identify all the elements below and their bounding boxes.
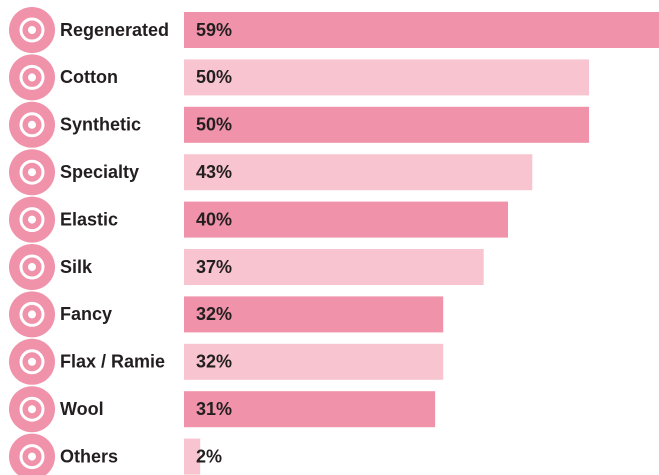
icon-glyph xyxy=(19,207,45,233)
icon xyxy=(9,291,55,338)
icon xyxy=(9,386,55,433)
bar xyxy=(184,106,589,143)
value-label: 43% xyxy=(196,162,232,182)
value-label: 59% xyxy=(196,20,232,40)
value-label: 50% xyxy=(196,115,232,135)
icon-glyph xyxy=(28,168,36,177)
icon-glyph xyxy=(28,405,36,414)
icon xyxy=(9,101,55,148)
category-label: Fancy xyxy=(60,304,112,324)
icon-glyph xyxy=(19,301,45,327)
icon xyxy=(9,433,55,475)
value-label: 50% xyxy=(196,67,232,87)
bar xyxy=(184,391,436,428)
icon-glyph xyxy=(28,310,36,319)
category-label: Flax / Ramie xyxy=(60,352,165,372)
category-label: Others xyxy=(60,446,118,466)
value-label: 40% xyxy=(196,209,232,229)
category-label: Wool xyxy=(60,399,104,419)
icon-glyph xyxy=(28,26,36,34)
bar xyxy=(184,201,508,238)
icon-glyph xyxy=(28,120,36,129)
category-label: Elastic xyxy=(60,209,118,229)
icon xyxy=(9,244,55,290)
category-label: Regenerated xyxy=(60,20,169,40)
icon-glyph xyxy=(28,73,36,82)
icon-glyph xyxy=(19,396,45,422)
icon-glyph xyxy=(28,357,36,366)
icon xyxy=(9,196,55,243)
bar xyxy=(184,249,484,285)
category-label: Specialty xyxy=(60,162,139,182)
bar xyxy=(184,59,589,96)
category-label: Cotton xyxy=(60,67,118,87)
icon-glyph xyxy=(19,17,45,43)
bar xyxy=(184,154,533,191)
category-label: Silk xyxy=(60,257,93,277)
icon xyxy=(9,338,55,385)
value-label: 37% xyxy=(196,257,232,277)
value-label: 31% xyxy=(196,399,232,419)
icon-glyph xyxy=(28,452,36,461)
bar xyxy=(184,12,659,48)
value-label: 2% xyxy=(196,446,222,466)
category-label: Synthetic xyxy=(60,115,141,135)
icon-glyph xyxy=(19,112,45,138)
bar xyxy=(184,438,201,475)
icon-glyph xyxy=(19,64,45,90)
icon xyxy=(9,54,55,101)
icon xyxy=(9,149,55,196)
value-label: 32% xyxy=(196,304,232,324)
icon-glyph xyxy=(19,159,45,185)
bar xyxy=(184,343,444,380)
value-label: 32% xyxy=(196,352,232,372)
icon-glyph xyxy=(28,215,36,224)
bar xyxy=(184,296,444,333)
icon xyxy=(9,7,55,53)
icon-glyph xyxy=(19,444,45,470)
icon-glyph xyxy=(19,254,45,280)
icon-glyph xyxy=(19,349,45,375)
icon-glyph xyxy=(28,263,36,271)
